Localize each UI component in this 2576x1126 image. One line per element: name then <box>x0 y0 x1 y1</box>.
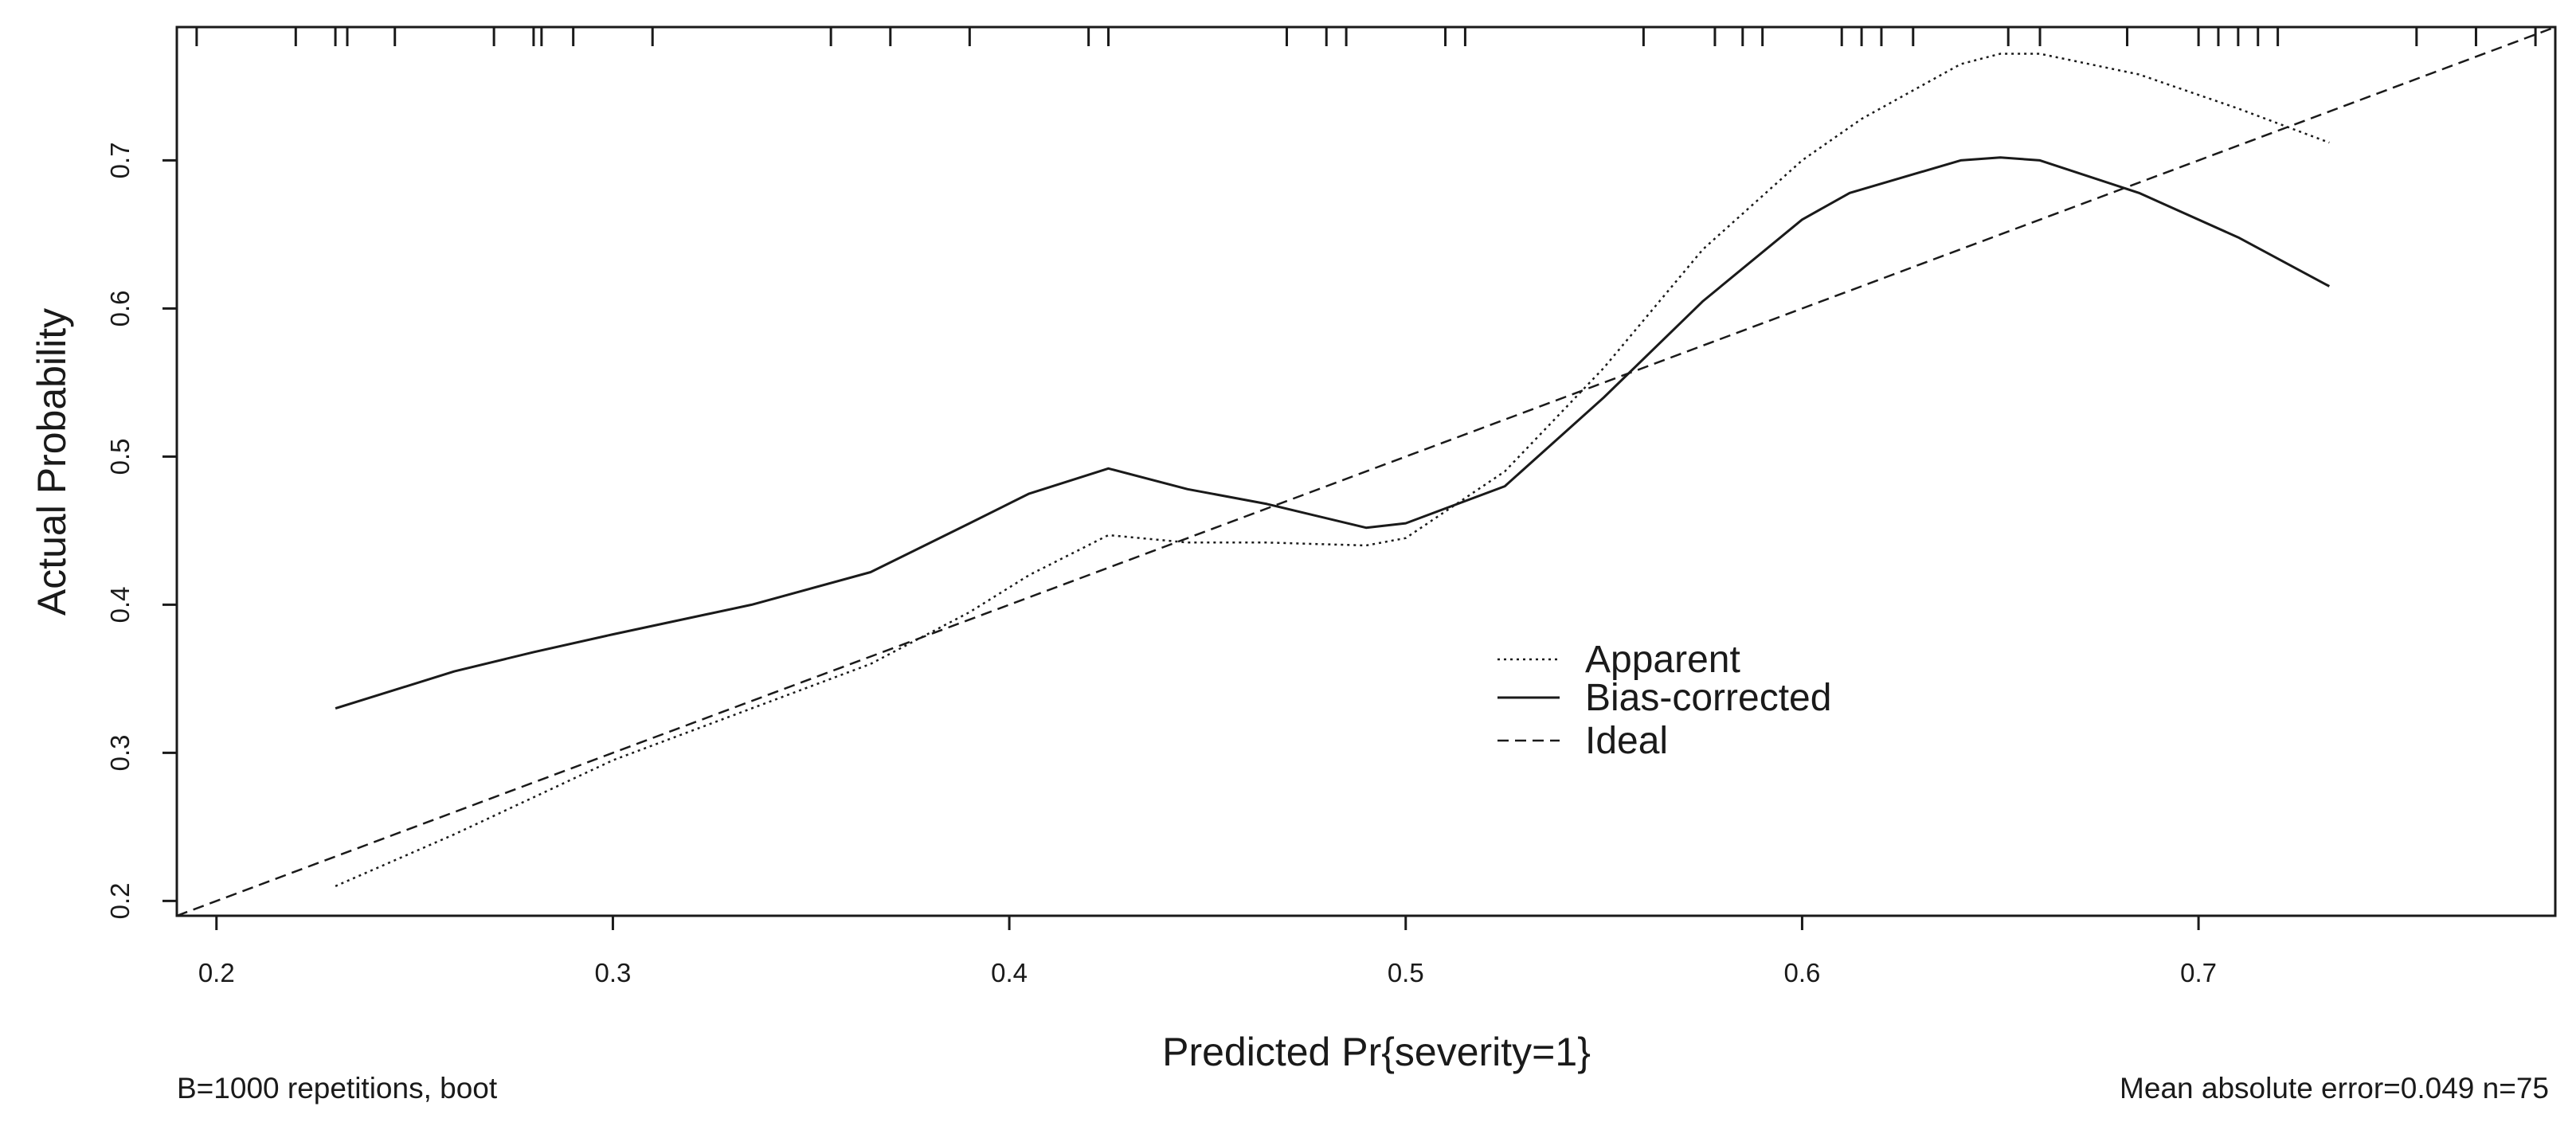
legend-label-bias-corrected: Bias-corrected <box>1585 677 1831 719</box>
rug-marks <box>195 27 2537 46</box>
x-tick-label: 0.4 <box>991 958 1028 987</box>
series-ideal <box>176 25 2556 917</box>
y-tick-label: 0.6 <box>105 290 135 326</box>
x-tick-label: 0.7 <box>2180 958 2217 987</box>
y-tick-label: 0.7 <box>105 142 135 178</box>
footnote-left: B=1000 repetitions, boot <box>177 1072 498 1104</box>
x-tick-label: 0.3 <box>594 958 631 987</box>
x-tick-label: 0.6 <box>1783 958 1820 987</box>
footnote-right: Mean absolute error=0.049 n=75 <box>2120 1072 2549 1104</box>
x-tick-label: 0.5 <box>1388 958 1424 987</box>
y-axis-ticks: 0.2 0.3 0.4 0.5 0.6 0.7 <box>105 142 177 919</box>
x-axis-title: Predicted Pr{severity=1} <box>1162 1030 1591 1074</box>
series-apparent <box>335 53 2330 887</box>
y-tick-label: 0.5 <box>105 438 135 475</box>
legend-label-apparent: Apparent <box>1585 639 1740 681</box>
x-axis-ticks: 0.2 0.3 0.4 0.5 0.6 0.7 <box>198 916 2217 987</box>
series-bias-corrected <box>335 156 2331 710</box>
legend-label-ideal: Ideal <box>1585 720 1668 762</box>
series-layer <box>176 25 2556 917</box>
y-tick-label: 0.3 <box>105 734 135 771</box>
y-axis-title: Actual Probability <box>29 308 74 616</box>
y-tick-label: 0.2 <box>105 882 135 919</box>
legend: Apparent Bias-corrected Ideal <box>1497 639 1831 762</box>
x-tick-label: 0.2 <box>198 958 235 987</box>
y-tick-label: 0.4 <box>105 586 135 623</box>
